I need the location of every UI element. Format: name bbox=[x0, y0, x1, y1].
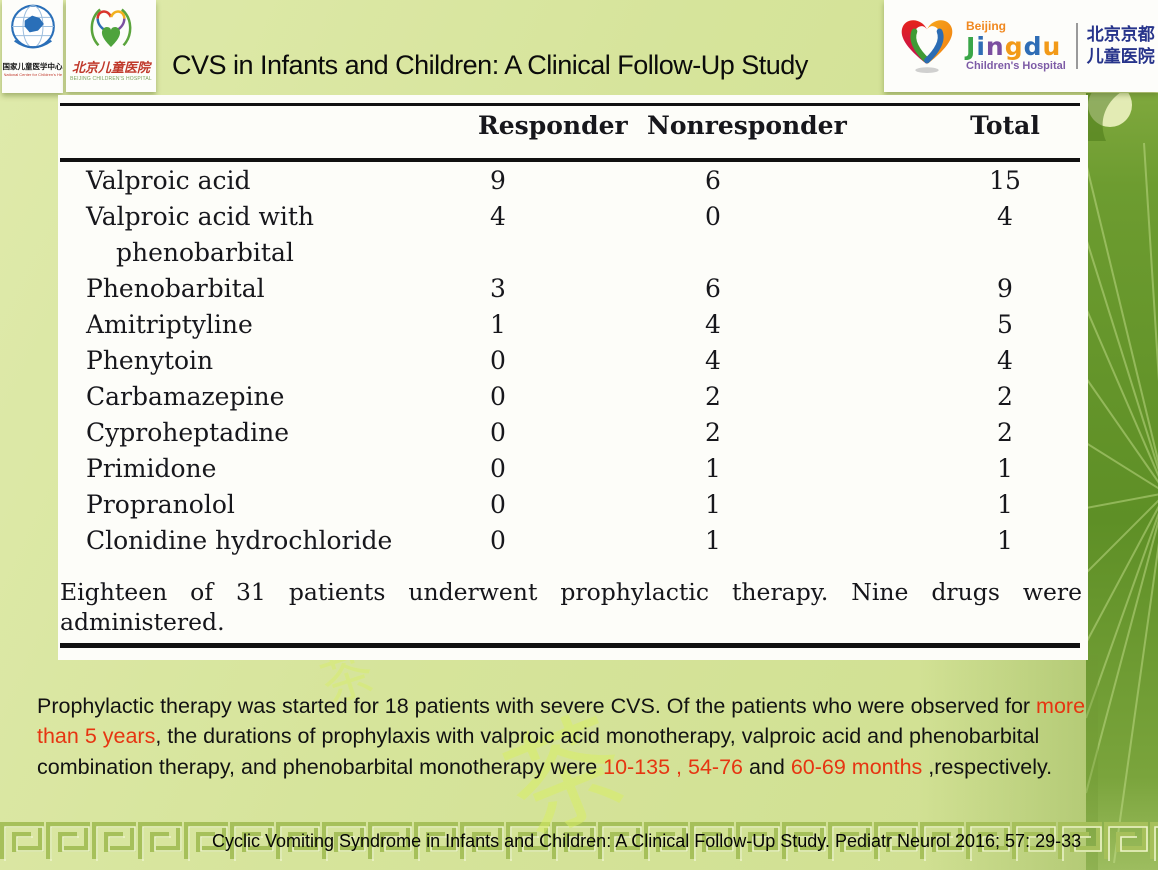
citation: Cyclic Vomiting Syndrome in Infants and … bbox=[212, 831, 1082, 851]
summary-paragraph: Prophylactic therapy was started for 18 … bbox=[37, 693, 1086, 780]
bch-emblem-icon bbox=[86, 2, 136, 57]
jingdu-city-label: Beijing bbox=[966, 18, 1007, 33]
highlight-red: 10-135 , 54-76 bbox=[603, 755, 743, 780]
table-body: Valproic acid 9 6 15 Valproic acid with p… bbox=[58, 163, 1088, 559]
table-rule-bottom bbox=[60, 643, 1080, 648]
jingdu-logo: Beijing Jingdu Children's Hospital 北京京都 … bbox=[884, 0, 1158, 92]
jingdu-wordmark-block: Beijing Jingdu Children's Hospital bbox=[966, 18, 1066, 73]
highlight-red: more than 5 years bbox=[37, 693, 1086, 749]
column-spacer bbox=[58, 111, 478, 140]
bch-logo: 北京儿童医院 BEIJING CHILDREN'S HOSPITAL bbox=[66, 0, 156, 92]
heart-icon bbox=[896, 14, 958, 79]
jingdu-chinese-name: 北京京都 儿童医院 bbox=[1086, 24, 1155, 67]
bch-logo-caption: BEIJING CHILDREN'S HOSPITAL bbox=[70, 76, 152, 82]
jingdu-wordmark: Jingdu bbox=[966, 31, 1062, 61]
column-header-responder: Responder bbox=[478, 111, 628, 140]
table-header-row: Responder Nonresponder Total bbox=[58, 111, 1088, 140]
ncch-emblem-icon bbox=[8, 3, 58, 60]
drug-table: Responder Nonresponder Total Valproic ac… bbox=[58, 95, 1088, 660]
ncch-logo-caption: National Center for Children's Health, C… bbox=[3, 72, 62, 77]
table-rule-header bbox=[60, 158, 1080, 162]
table-row: Valproic acid with phenobarbital 4 0 4 bbox=[86, 202, 1013, 267]
leaf-decoration bbox=[1085, 83, 1158, 870]
table-row: Phenytoin 0 4 4 bbox=[86, 346, 1013, 375]
jingdu-caption: Children's Hospital bbox=[966, 60, 1066, 73]
table-row: Carbamazepine 0 2 2 bbox=[86, 382, 1013, 411]
table-row: Valproic acid 9 6 15 bbox=[86, 166, 1021, 195]
bch-logo-name: 北京儿童医院 bbox=[71, 61, 150, 76]
table-row: Phenobarbital 3 6 9 bbox=[86, 274, 1013, 303]
highlight-red: 60-69 months bbox=[790, 755, 929, 780]
page-title: CVS in Infants and Children: A Clinical … bbox=[172, 50, 808, 80]
table-row: Clonidine hydrochloride 0 1 1 bbox=[86, 526, 1013, 555]
table-footnote: Eighteen of 31 patients underwent prophy… bbox=[60, 578, 1082, 636]
column-header-nonresponder: Nonresponder bbox=[647, 111, 847, 140]
ncch-logo: 国家儿童医学中心 National Center for Children's … bbox=[2, 0, 63, 93]
ncch-logo-name: 国家儿童医学中心 bbox=[2, 62, 63, 71]
table-row: Propranolol 0 1 1 bbox=[86, 490, 1013, 519]
table-row: Cyproheptadine 0 2 2 bbox=[86, 418, 1013, 447]
column-header-total: Total bbox=[970, 111, 1040, 140]
table-rule-top bbox=[60, 103, 1080, 106]
logo-divider bbox=[1075, 23, 1078, 69]
meander-border bbox=[0, 815, 1158, 867]
table-row: Amitriptyline 1 4 5 bbox=[86, 310, 1013, 339]
table-row: Primidone 0 1 1 bbox=[86, 454, 1013, 483]
